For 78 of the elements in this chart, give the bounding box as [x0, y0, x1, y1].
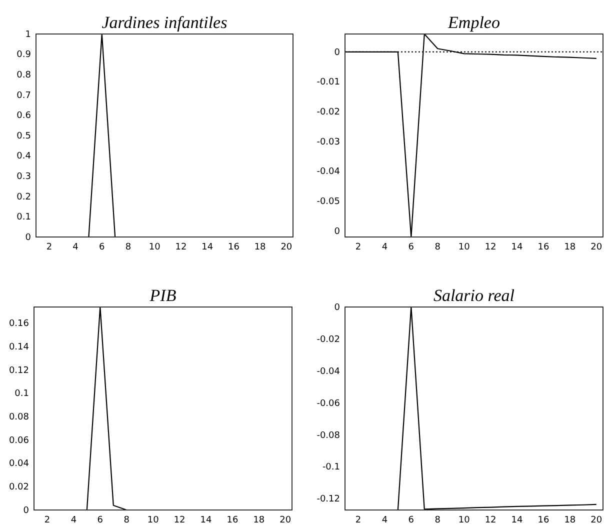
y-tick-label: 0.9 — [16, 50, 32, 60]
y-tick-label: 0.3 — [16, 172, 31, 182]
y-tick-label: 0.14 — [8, 342, 30, 353]
x-tick-label: 16 — [538, 515, 550, 526]
x-tick-label: 4 — [72, 242, 79, 252]
y-tick-label: -0.08 — [316, 430, 340, 441]
y-tick-label: 0.16 — [8, 319, 30, 330]
y-tick-label: 0.7 — [16, 90, 31, 101]
x-tick-label: 18 — [564, 242, 576, 252]
y-tick-label: 0.12 — [8, 366, 29, 376]
x-tick-label: 10 — [458, 515, 470, 526]
y-tick-label: 0 — [334, 226, 340, 237]
x-tick-label: 14 — [202, 242, 214, 252]
y-tick-label: -0.04 — [316, 167, 340, 178]
chart-title: PIB — [148, 286, 177, 305]
x-tick-label: 18 — [254, 242, 266, 252]
y-tick-label: -0.01 — [316, 78, 340, 88]
chart-title: Jardines infantiles — [102, 13, 228, 32]
y-tick-label: 0 — [334, 48, 340, 58]
x-tick-label: 10 — [458, 242, 470, 252]
x-tick-label: 6 — [97, 515, 104, 526]
y-tick-label: 0.06 — [8, 436, 30, 446]
x-tick-label: 12 — [484, 515, 496, 526]
x-tick-label: 4 — [70, 515, 77, 526]
y-tick-label: -0.02 — [316, 334, 340, 345]
y-tick-label: 0 — [334, 302, 340, 313]
x-tick-label: 20 — [280, 515, 292, 526]
y-tick-label: 0.4 — [16, 152, 32, 162]
y-tick-label: -0.04 — [316, 366, 340, 377]
chart-title: Salario real — [433, 286, 515, 305]
y-tick-label: 0 — [25, 232, 32, 243]
x-tick-label: 10 — [147, 515, 160, 526]
x-tick-label: 8 — [434, 242, 441, 252]
y-tick-label: -0.05 — [316, 197, 340, 208]
y-tick-label: 0.08 — [8, 412, 30, 423]
y-tick-label: 0.1 — [16, 212, 31, 223]
x-tick-label: 4 — [382, 515, 388, 526]
x-tick-label: 20 — [590, 515, 602, 526]
chart-title: Empleo — [447, 13, 500, 32]
y-tick-label: -0.03 — [316, 137, 340, 148]
x-tick-label: 14 — [200, 515, 212, 526]
x-tick-label: 12 — [175, 242, 187, 252]
x-tick-label: 8 — [434, 515, 441, 526]
y-tick-label: 0.2 — [16, 192, 31, 202]
y-tick-label: 0.1 — [14, 389, 29, 400]
y-tick-label: -0.06 — [316, 398, 340, 409]
x-tick-label: 2 — [44, 515, 50, 526]
x-tick-label: 16 — [228, 242, 240, 252]
x-tick-label: 2 — [46, 242, 52, 252]
x-tick-label: 18 — [253, 515, 265, 526]
x-tick-label: 18 — [564, 515, 576, 526]
x-tick-label: 6 — [99, 242, 106, 252]
x-tick-label: 6 — [408, 515, 414, 526]
x-tick-label: 20 — [590, 242, 602, 252]
x-tick-label: 10 — [148, 242, 161, 252]
x-tick-label: 20 — [280, 242, 292, 252]
y-tick-label: 0.02 — [8, 482, 29, 493]
x-tick-label: 16 — [226, 515, 238, 526]
x-tick-label: 4 — [382, 242, 388, 252]
x-tick-label: 14 — [511, 242, 523, 252]
y-tick-label: -0.12 — [316, 494, 340, 505]
x-tick-label: 8 — [125, 242, 132, 252]
x-tick-label: 6 — [408, 242, 414, 252]
x-tick-label: 12 — [484, 242, 496, 252]
x-tick-label: 12 — [174, 515, 186, 526]
y-tick-label: 0.8 — [16, 70, 32, 80]
x-tick-label: 2 — [355, 515, 362, 526]
y-tick-label: 0.5 — [16, 131, 31, 142]
y-tick-label: 0.04 — [8, 459, 30, 470]
y-tick-label: 0.6 — [16, 111, 32, 122]
x-tick-label: 16 — [538, 242, 550, 252]
y-tick-label: -0.1 — [322, 462, 340, 473]
y-tick-label: 0 — [23, 506, 30, 516]
x-tick-label: 14 — [511, 515, 523, 526]
y-tick-label: 1 — [25, 30, 31, 40]
x-tick-label: 8 — [124, 515, 130, 526]
y-tick-label: -0.02 — [316, 108, 340, 118]
x-tick-label: 2 — [355, 242, 362, 252]
